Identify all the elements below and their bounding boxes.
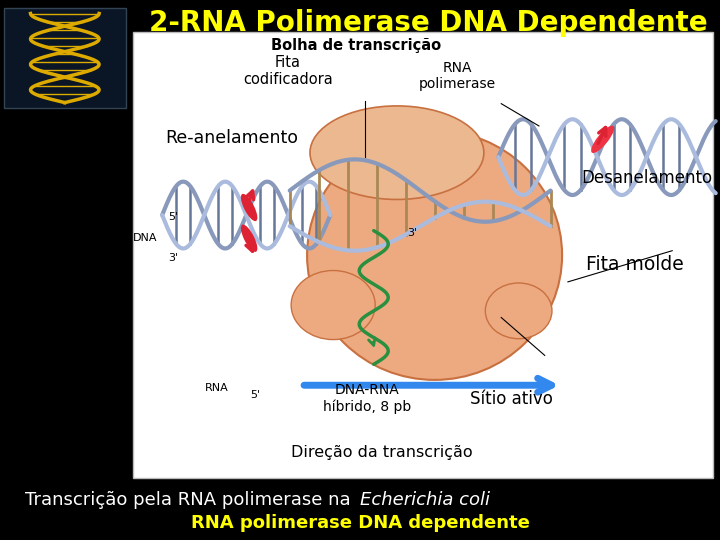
FancyBboxPatch shape [133, 32, 713, 478]
Text: 3': 3' [168, 253, 179, 263]
Text: Direção da transcrição: Direção da transcrição [291, 445, 472, 460]
Text: RNA
polimerase: RNA polimerase [418, 60, 496, 91]
Text: 3': 3' [407, 228, 417, 238]
Ellipse shape [485, 283, 552, 339]
Text: 5': 5' [251, 390, 261, 400]
Ellipse shape [291, 271, 375, 340]
Text: Fita molde: Fita molde [586, 255, 684, 274]
Text: DNA-RNA
híbrido, 8 pb: DNA-RNA híbrido, 8 pb [323, 383, 411, 414]
Text: Bolha de transcrição: Bolha de transcrição [271, 38, 441, 53]
Ellipse shape [307, 131, 562, 380]
FancyBboxPatch shape [4, 8, 126, 108]
Ellipse shape [591, 126, 614, 153]
Ellipse shape [310, 106, 484, 199]
Text: Echerichia coli: Echerichia coli [360, 491, 490, 509]
Text: Re-anelamento: Re-anelamento [166, 129, 299, 147]
Text: 5': 5' [168, 212, 179, 222]
Text: RNA polimerase DNA dependente: RNA polimerase DNA dependente [191, 514, 529, 532]
Text: Sítio ativo: Sítio ativo [469, 389, 553, 408]
Text: Desanelamento: Desanelamento [582, 169, 713, 187]
Text: 2-RNA Polimerase DNA Dependente: 2-RNA Polimerase DNA Dependente [149, 9, 708, 37]
Text: Transcrição pela RNA polimerase na: Transcrição pela RNA polimerase na [25, 491, 356, 509]
Ellipse shape [241, 194, 257, 221]
Text: Fita
codificadora: Fita codificadora [243, 55, 333, 87]
Text: RNA: RNA [205, 383, 229, 393]
Ellipse shape [241, 225, 257, 252]
Text: DNA: DNA [132, 233, 157, 242]
